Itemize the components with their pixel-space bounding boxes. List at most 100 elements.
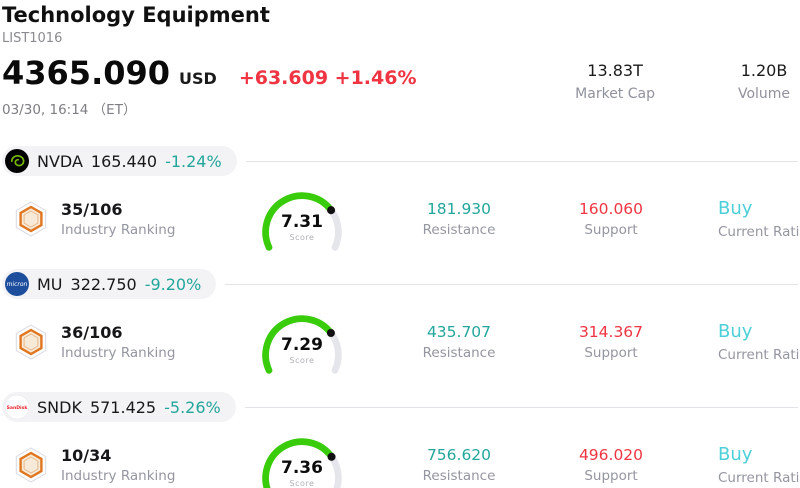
divider-rule: [225, 283, 798, 285]
support-metric: 496.020 Support: [536, 446, 686, 484]
ranking-text: 35/106 Industry Ranking: [61, 200, 175, 238]
market-cap-value: 13.83T: [587, 61, 643, 80]
ticker-symbol: MU: [37, 274, 63, 294]
index-change: +63.609 +1.46%: [238, 67, 417, 89]
current-rating-label: Current Rating: [718, 224, 800, 240]
volume-value: 1.20B: [740, 61, 788, 80]
current-rating-value[interactable]: Buy: [718, 198, 753, 219]
ranking-text: 10/34 Industry Ranking: [61, 446, 175, 484]
support-label: Support: [584, 345, 638, 361]
ticker-pill-sndk[interactable]: SanDisk SNDK 571.425 -5.26%: [2, 392, 236, 422]
ranking-value: 35/106: [61, 200, 123, 219]
score-gauge-arc: [262, 438, 342, 488]
ticker-price: 322.750: [70, 274, 137, 294]
ticker-symbol: SNDK: [37, 397, 82, 417]
ranking-value: 36/106: [61, 323, 123, 342]
price-block: 4365.090 USD +63.609 +1.46% 03/30, 16:14…: [2, 55, 417, 118]
divider-rule: [245, 160, 798, 162]
support-label: Support: [584, 468, 638, 484]
ranking-text: 36/106 Industry Ranking: [61, 323, 175, 361]
mu-wordmark: micron: [7, 281, 28, 288]
ticker-change: -1.24%: [165, 151, 222, 171]
stock-row-sndk: SanDisk SNDK 571.425 -5.26% 10/34 Indust…: [2, 392, 800, 488]
resistance-value: 181.930: [426, 200, 492, 218]
header-main: 4365.090 USD +63.609 +1.46% 03/30, 16:14…: [2, 55, 798, 118]
mu-logo-icon: micron: [5, 272, 29, 296]
market-cap-stat: 13.83T Market Cap: [575, 61, 655, 102]
resistance-label: Resistance: [422, 468, 496, 484]
score-label: Score: [289, 479, 315, 488]
sndk-logo-icon: SanDisk: [5, 395, 29, 419]
header-stats: 13.83T Market Cap 1.20B Volume: [575, 61, 798, 102]
price-line: 4365.090 USD +63.609 +1.46%: [2, 55, 417, 91]
resistance-metric: 756.620 Resistance: [384, 446, 534, 484]
current-rating-label: Current Rating: [718, 347, 800, 363]
current-rating-value[interactable]: Buy: [718, 444, 753, 465]
ticker-pill-nvda[interactable]: NVDA 165.440 -1.24%: [2, 146, 237, 176]
volume-stat: 1.20B Volume: [733, 61, 795, 102]
support-value: 496.020: [578, 446, 644, 464]
score-value: 7.36: [281, 458, 323, 478]
ranking-label: Industry Ranking: [61, 345, 176, 361]
rating-group: Buy Current Rating: [718, 198, 800, 240]
industry-ranking-group: 35/106 Industry Ranking: [12, 200, 242, 238]
ticker-pill-line: micron MU 322.750 -9.20%: [2, 269, 798, 299]
resistance-metric: 435.707 Resistance: [384, 323, 534, 361]
resistance-label: Resistance: [422, 222, 496, 238]
ticker-symbol: NVDA: [37, 151, 83, 171]
ranking-badge-icon: [15, 201, 47, 237]
score-value: 7.29: [281, 335, 323, 355]
support-metric: 160.060 Support: [536, 200, 686, 238]
index-price: 4365.090: [2, 54, 171, 92]
support-value: 160.060: [578, 200, 644, 218]
ticker-change: -9.20%: [144, 274, 202, 294]
market-cap-label: Market Cap: [575, 86, 655, 102]
industry-ranking-group: 10/34 Industry Ranking: [12, 446, 242, 484]
current-rating-label: Current Rating: [718, 470, 800, 486]
header: Technology Equipment LIST1016 4365.090 U…: [2, 2, 798, 118]
row-body: 36/106 Industry Ranking 7.29 Score 435.7…: [2, 311, 800, 374]
sndk-wordmark: SanDisk: [7, 405, 29, 411]
resistance-value: 435.707: [426, 323, 492, 341]
quote-timestamp: 03/30, 16:14 （ET）: [2, 102, 137, 118]
support-value: 314.367: [578, 323, 644, 341]
resistance-value: 756.620: [426, 446, 492, 464]
resistance-label: Resistance: [422, 345, 496, 361]
currency-label: USD: [179, 69, 217, 88]
list-id: LIST1016: [2, 31, 63, 46]
score-gauge-arc: [262, 315, 342, 374]
resistance-metric: 181.930 Resistance: [384, 200, 534, 238]
ticker-pill-line: NVDA 165.440 -1.24%: [2, 146, 798, 176]
score-gauge: 7.31 Score: [254, 188, 350, 251]
row-body: 35/106 Industry Ranking 7.31 Score 181.9…: [2, 188, 800, 251]
score-label: Score: [289, 233, 315, 242]
score-gauge-arc: [262, 192, 342, 251]
stock-row-mu: micron MU 322.750 -9.20% 36/106 Industry…: [2, 269, 800, 374]
rating-group: Buy Current Rating: [718, 444, 800, 486]
support-label: Support: [584, 222, 638, 238]
ranking-value: 10/34: [61, 446, 112, 465]
industry-ranking-group: 36/106 Industry Ranking: [12, 323, 242, 361]
support-metric: 314.367 Support: [536, 323, 686, 361]
score-gauge: 7.36 Score: [254, 434, 350, 488]
ticker-change: -5.26%: [164, 397, 221, 417]
score-gauge: 7.29 Score: [254, 311, 350, 374]
score-value: 7.31: [281, 212, 323, 232]
score-label: Score: [289, 356, 315, 365]
ranking-label: Industry Ranking: [61, 468, 176, 484]
ticker-pill-mu[interactable]: micron MU 322.750 -9.20%: [2, 269, 217, 299]
current-rating-value[interactable]: Buy: [718, 321, 753, 342]
row-body: 10/34 Industry Ranking 7.36 Score 756.62…: [2, 434, 800, 488]
ranking-label: Industry Ranking: [61, 222, 176, 238]
ranking-badge-icon: [15, 324, 47, 360]
ticker-pill-line: SanDisk SNDK 571.425 -5.26%: [2, 392, 798, 422]
nvda-logo-icon: [5, 149, 29, 173]
ticker-price: 571.425: [89, 397, 157, 417]
volume-label: Volume: [737, 86, 791, 102]
page-title: Technology Equipment: [2, 3, 270, 27]
stock-row-nvda: NVDA 165.440 -1.24% 35/106 Industry Rank…: [2, 146, 800, 251]
ticker-price: 165.440: [90, 151, 158, 171]
divider-rule: [244, 406, 798, 408]
rating-group: Buy Current Rating: [718, 321, 800, 363]
